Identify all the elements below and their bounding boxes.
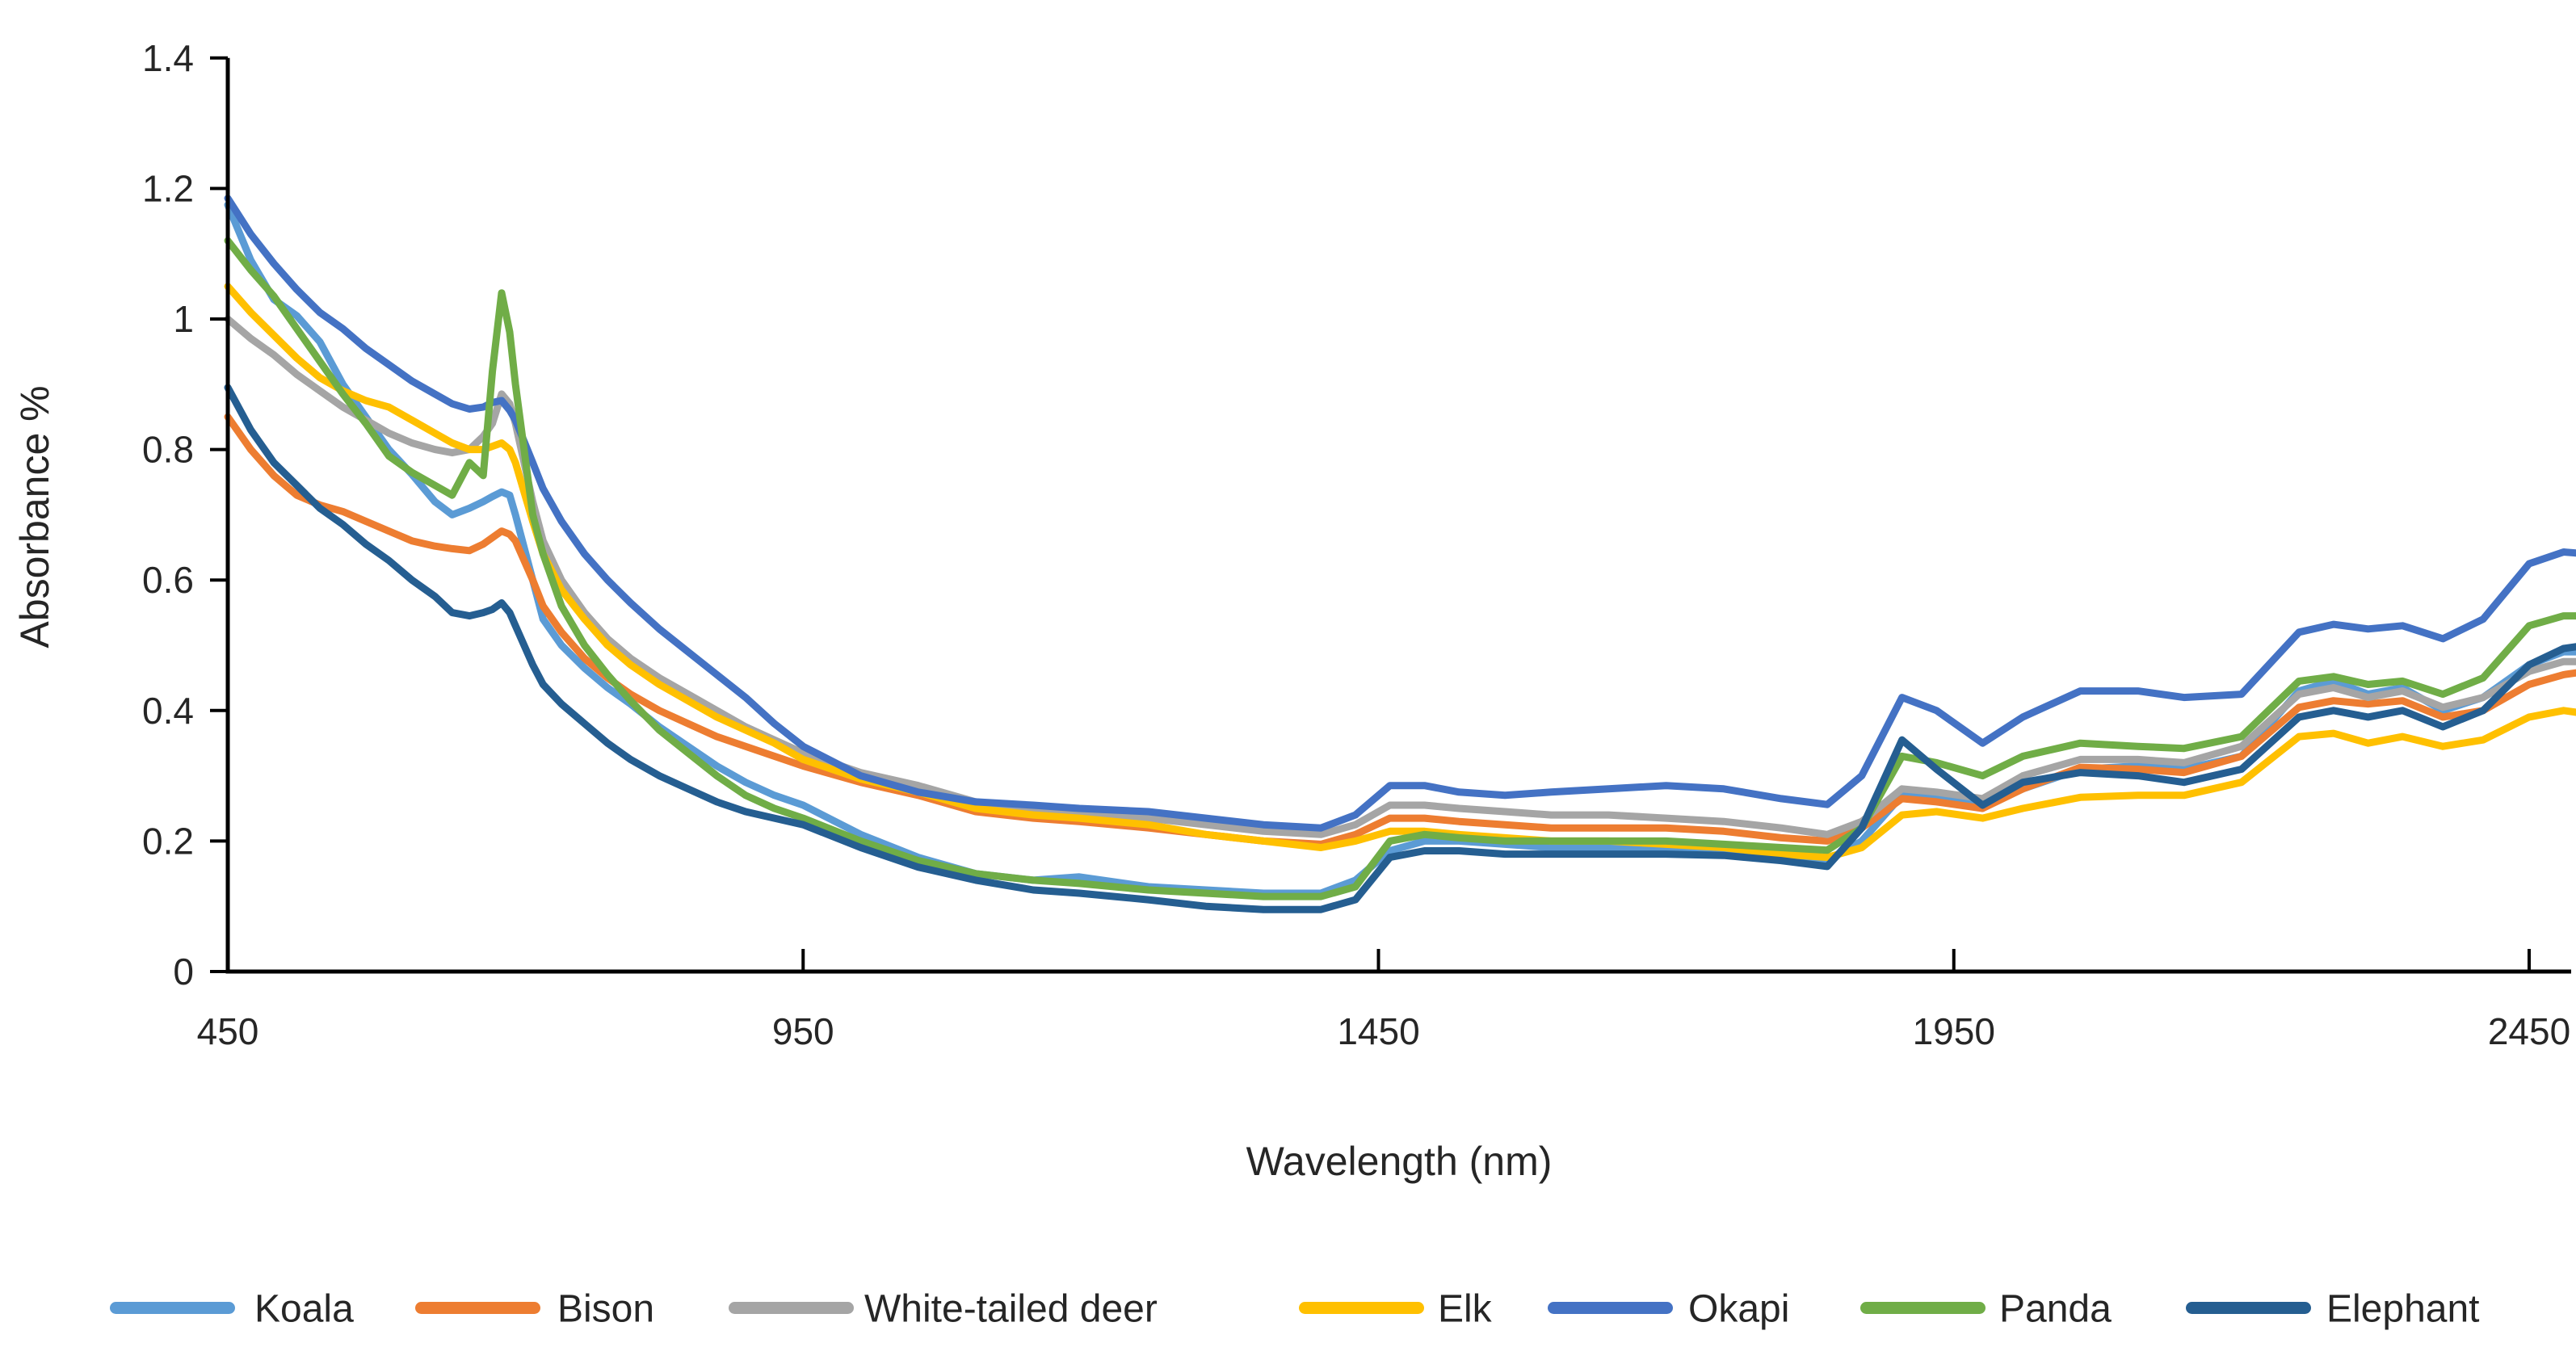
legend-swatch: [2186, 1302, 2311, 1314]
x-tick-label-1450: 1450: [1337, 1010, 1419, 1052]
legend: Koala Bison White-tailed deer Elk Okapi Panda…: [110, 1288, 2480, 1331]
legend-swatch: [1548, 1302, 1673, 1314]
x-tick-label-950: 950: [772, 1010, 834, 1052]
y-tick-label-1.4: 1.4: [142, 37, 194, 79]
x-tick-label-1950: 1950: [1913, 1010, 1995, 1052]
x-tick-label-450: 450: [197, 1010, 259, 1052]
legend-label: Panda: [1999, 1288, 2112, 1331]
y-tick-label-1: 1: [173, 298, 194, 340]
legend-item-okapi: Okapi: [1548, 1288, 1789, 1331]
legend-item-elephant: Elephant: [2186, 1288, 2480, 1331]
x-axis-title: Wavelength (nm): [1246, 1139, 1553, 1184]
y-tick-label-0.4: 0.4: [142, 690, 194, 732]
legend-label: Elephant: [2326, 1288, 2480, 1331]
legend-label: Koala: [254, 1288, 354, 1331]
series-line-elk: [224, 283, 2576, 862]
legend-item-elk: Elk: [1299, 1288, 1493, 1331]
legend-swatch: [415, 1302, 540, 1314]
legend-swatch: [1860, 1302, 1986, 1314]
tick-labels: 0 0.2 0.4 0.6 0.8 1 1.2 1.4 450 950 1450 1950 2450: [142, 37, 2570, 1052]
y-tick-label-0: 0: [173, 951, 194, 993]
axes: [210, 56, 2571, 974]
legend-item-white-tailed-deer: White-tailed deer: [729, 1288, 1158, 1331]
legend-item-bison: Bison: [415, 1288, 654, 1331]
legend-item-panda: Panda: [1860, 1288, 2112, 1331]
x-tick-label-2450: 2450: [2488, 1010, 2570, 1052]
legend-label: Okapi: [1688, 1288, 1789, 1331]
series-line-elephant: [224, 384, 2576, 913]
legend-label: Bison: [557, 1288, 654, 1331]
y-tick-label-0.6: 0.6: [142, 559, 194, 601]
y-tick-label-0.8: 0.8: [142, 429, 194, 471]
series-lines: [224, 195, 2576, 913]
legend-label: White-tailed deer: [864, 1288, 1158, 1331]
legend-label: Elk: [1438, 1288, 1493, 1331]
legend-swatch: [729, 1302, 854, 1314]
series-line-panda: [224, 237, 2576, 900]
y-axis-title: Absorbance %: [12, 385, 57, 648]
y-tick-label-1.2: 1.2: [142, 167, 194, 209]
legend-swatch: [1299, 1302, 1424, 1314]
y-tick-label-0.2: 0.2: [142, 820, 194, 862]
legend-item-koala: Koala: [110, 1288, 354, 1331]
series-line-okapi: [224, 195, 2576, 832]
legend-swatch: [110, 1302, 235, 1314]
